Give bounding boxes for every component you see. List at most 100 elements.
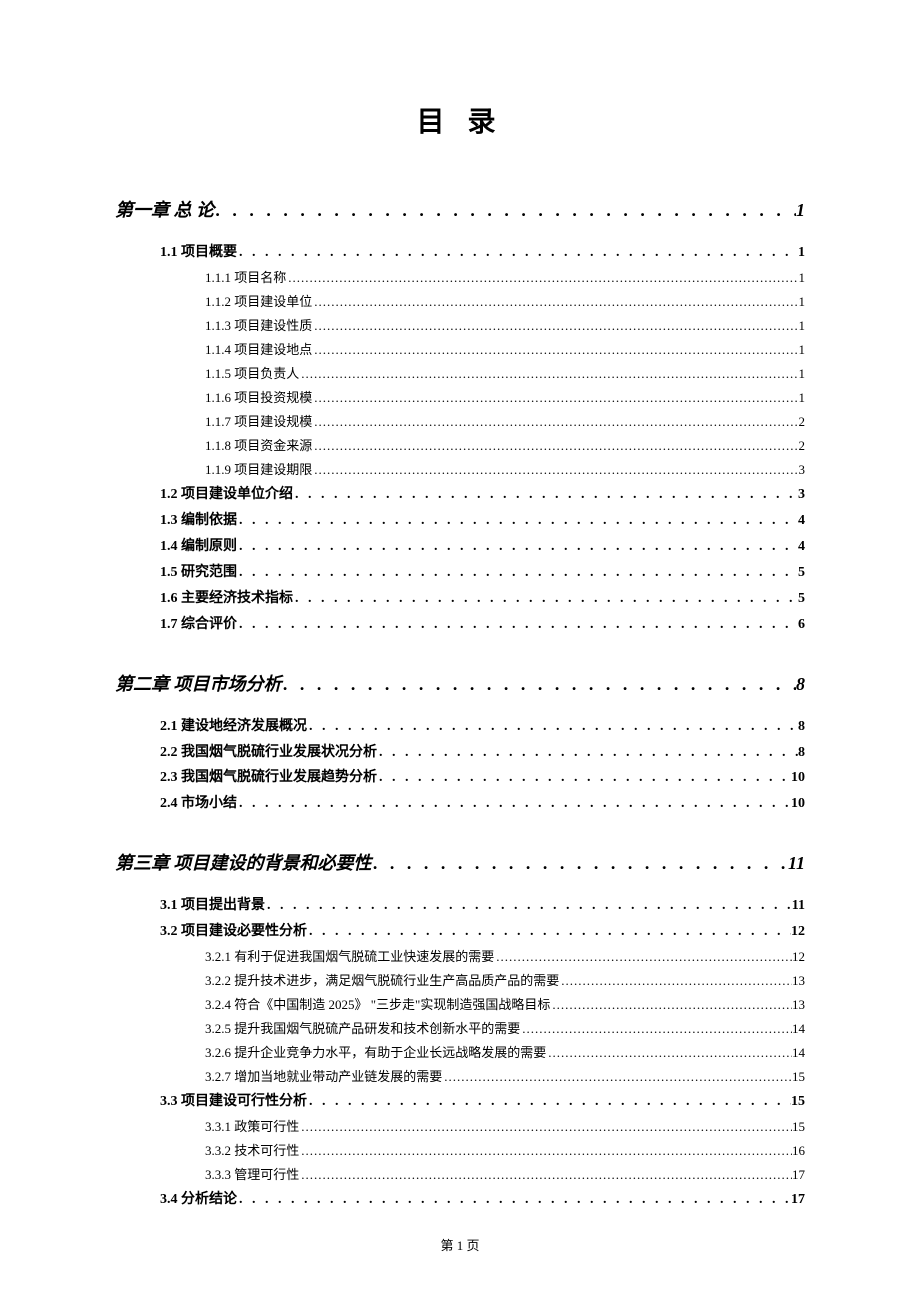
toc-entry-page: 12 (792, 945, 805, 969)
toc-entry: 1.1.1 项目名称..............................… (115, 266, 805, 290)
toc-entry-page: 3 (799, 458, 806, 482)
toc-entry-label: 第一章 总 论 (115, 196, 214, 222)
toc-entry: 3.2.6 提升企业竞争力水平，有助于企业长远战略发展的需要..........… (115, 1041, 805, 1065)
toc-entry: 1.3 编制依据. . . . . . . . . . . . . . . . … (115, 508, 805, 534)
toc-entry: 2.4 市场小结. . . . . . . . . . . . . . . . … (115, 791, 805, 817)
toc-entry: 1.1.6 项目投资规模............................… (115, 386, 805, 410)
toc-entry-label: 1.7 综合评价 (160, 612, 237, 638)
toc-entry-page: 4 (798, 508, 805, 534)
toc-entry-page: 13 (792, 993, 805, 1017)
toc-entry: 1.6 主要经济技术指标. . . . . . . . . . . . . . … (115, 586, 805, 612)
toc-dots: ........................................… (520, 1017, 792, 1041)
toc-entry-page: 1 (799, 266, 806, 290)
toc-entry-label: 第二章 项目市场分析 (115, 670, 282, 696)
toc-entry-label: 3.2 项目建设必要性分析 (160, 919, 307, 945)
toc-entry-label: 3.4 分析结论 (160, 1187, 237, 1213)
toc-entry-page: 1 (798, 240, 805, 266)
toc-entry: 1.1.4 项目建设地点............................… (115, 338, 805, 362)
toc-entry-label: 3.2.2 提升技术进步，满足烟气脱硫行业生产高品质产品的需要 (205, 969, 559, 993)
toc-entry-label: 2.1 建设地经济发展概况 (160, 714, 307, 740)
toc-dots: . . . . . . . . . . . . . . . . . . . . … (237, 1187, 791, 1213)
toc-entry: 1.1.8 项目资金来源............................… (115, 434, 805, 458)
toc-entry-page: 8 (798, 714, 805, 740)
toc-dots: ........................................… (299, 1115, 792, 1139)
toc-entry-label: 3.3.1 政策可行性 (205, 1115, 299, 1139)
toc-entry-label: 1.1.1 项目名称 (205, 266, 286, 290)
toc-entry-page: 5 (798, 586, 805, 612)
page-footer: 第 1 页 (0, 1235, 920, 1254)
toc-entry-label: 1.5 研究范围 (160, 560, 237, 586)
toc-entry-label: 3.2.1 有利于促进我国烟气脱硫工业快速发展的需要 (205, 945, 494, 969)
toc-entry-page: 1 (796, 200, 805, 221)
toc-dots: . . . . . . . . . . . . . . . . . . . . … (372, 853, 788, 874)
toc-entry-label: 3.2.5 提升我国烟气脱硫产品研发和技术创新水平的需要 (205, 1017, 520, 1041)
toc-entry-label: 2.4 市场小结 (160, 791, 237, 817)
toc-entry: 2.3 我国烟气脱硫行业发展趋势分析. . . . . . . . . . . … (115, 765, 805, 791)
toc-dots: . . . . . . . . . . . . . . . . . . . . … (307, 919, 791, 945)
toc-dots: ........................................… (494, 945, 792, 969)
toc-dots: . . . . . . . . . . . . . . . . . . . . … (214, 200, 796, 221)
toc-dots: . . . . . . . . . . . . . . . . . . . . … (307, 1089, 791, 1115)
toc-entry: 1.1.3 项目建设性质............................… (115, 314, 805, 338)
toc-entry-page: 14 (792, 1041, 805, 1065)
toc-entry-page: 2 (799, 434, 806, 458)
toc-entry-label: 1.1.4 项目建设地点 (205, 338, 312, 362)
toc-dots: ........................................… (299, 1163, 792, 1187)
toc-dots: ........................................… (299, 362, 798, 386)
toc-dots: . . . . . . . . . . . . . . . . . . . . … (265, 893, 792, 919)
toc-entry-page: 8 (796, 674, 805, 695)
toc-entry: 3.2.7 增加当地就业带动产业链发展的需要..................… (115, 1065, 805, 1089)
toc-entry-page: 3 (798, 482, 805, 508)
toc-dots: ........................................… (312, 338, 798, 362)
toc-entry: 1.1.9 项目建设期限............................… (115, 458, 805, 482)
toc-entry-label: 1.1.3 项目建设性质 (205, 314, 312, 338)
toc-dots: . . . . . . . . . . . . . . . . . . . . … (293, 482, 798, 508)
toc-entry-page: 8 (798, 740, 805, 766)
toc-container: 第一章 总 论. . . . . . . . . . . . . . . . .… (115, 196, 805, 1213)
toc-dots: ........................................… (312, 386, 798, 410)
toc-entry-label: 1.6 主要经济技术指标 (160, 586, 293, 612)
toc-dots: ........................................… (312, 458, 798, 482)
toc-dots: . . . . . . . . . . . . . . . . . . . . … (377, 740, 798, 766)
toc-dots: . . . . . . . . . . . . . . . . . . . . … (237, 791, 791, 817)
toc-entry-label: 3.3 项目建设可行性分析 (160, 1089, 307, 1115)
toc-entry-page: 1 (799, 338, 806, 362)
toc-entry: 第一章 总 论. . . . . . . . . . . . . . . . .… (115, 196, 805, 222)
toc-entry-label: 1.1.9 项目建设期限 (205, 458, 312, 482)
toc-entry: 1.1 项目概要. . . . . . . . . . . . . . . . … (115, 240, 805, 266)
toc-entry-label: 2.3 我国烟气脱硫行业发展趋势分析 (160, 765, 377, 791)
toc-entry: 第三章 项目建设的背景和必要性. . . . . . . . . . . . .… (115, 849, 805, 875)
toc-entry-page: 10 (791, 791, 805, 817)
toc-entry: 3.3.2 技术可行性.............................… (115, 1139, 805, 1163)
toc-entry: 3.2.5 提升我国烟气脱硫产品研发和技术创新水平的需要............… (115, 1017, 805, 1041)
toc-entry-page: 4 (798, 534, 805, 560)
toc-entry-label: 1.1.7 项目建设规模 (205, 410, 312, 434)
toc-entry-page: 6 (798, 612, 805, 638)
toc-entry-label: 1.1.2 项目建设单位 (205, 290, 312, 314)
toc-dots: . . . . . . . . . . . . . . . . . . . . … (282, 674, 797, 695)
toc-entry: 1.1.5 项目负责人.............................… (115, 362, 805, 386)
toc-entry-label: 3.2.7 增加当地就业带动产业链发展的需要 (205, 1065, 442, 1089)
toc-dots: ........................................… (312, 290, 798, 314)
toc-entry-label: 3.3.3 管理可行性 (205, 1163, 299, 1187)
toc-dots: ........................................… (546, 1041, 792, 1065)
toc-entry: 3.3.1 政策可行性.............................… (115, 1115, 805, 1139)
toc-dots: ........................................… (286, 266, 798, 290)
toc-entry-page: 12 (791, 919, 805, 945)
toc-entry: 3.3 项目建设可行性分析. . . . . . . . . . . . . .… (115, 1089, 805, 1115)
toc-entry-page: 17 (791, 1187, 805, 1213)
toc-entry-label: 3.3.2 技术可行性 (205, 1139, 299, 1163)
toc-dots: . . . . . . . . . . . . . . . . . . . . … (237, 534, 798, 560)
toc-entry: 3.2 项目建设必要性分析. . . . . . . . . . . . . .… (115, 919, 805, 945)
toc-dots: . . . . . . . . . . . . . . . . . . . . … (377, 765, 791, 791)
toc-entry-label: 1.3 编制依据 (160, 508, 237, 534)
toc-entry: 3.1 项目提出背景. . . . . . . . . . . . . . . … (115, 893, 805, 919)
toc-dots: ........................................… (442, 1065, 792, 1089)
toc-entry-page: 15 (792, 1115, 805, 1139)
toc-entry-label: 1.1.5 项目负责人 (205, 362, 299, 386)
toc-entry-label: 1.1.8 项目资金来源 (205, 434, 312, 458)
toc-dots: . . . . . . . . . . . . . . . . . . . . … (237, 560, 798, 586)
toc-dots: . . . . . . . . . . . . . . . . . . . . … (237, 612, 798, 638)
toc-entry-label: 1.1 项目概要 (160, 240, 237, 266)
toc-entry: 3.2.2 提升技术进步，满足烟气脱硫行业生产高品质产品的需要.........… (115, 969, 805, 993)
